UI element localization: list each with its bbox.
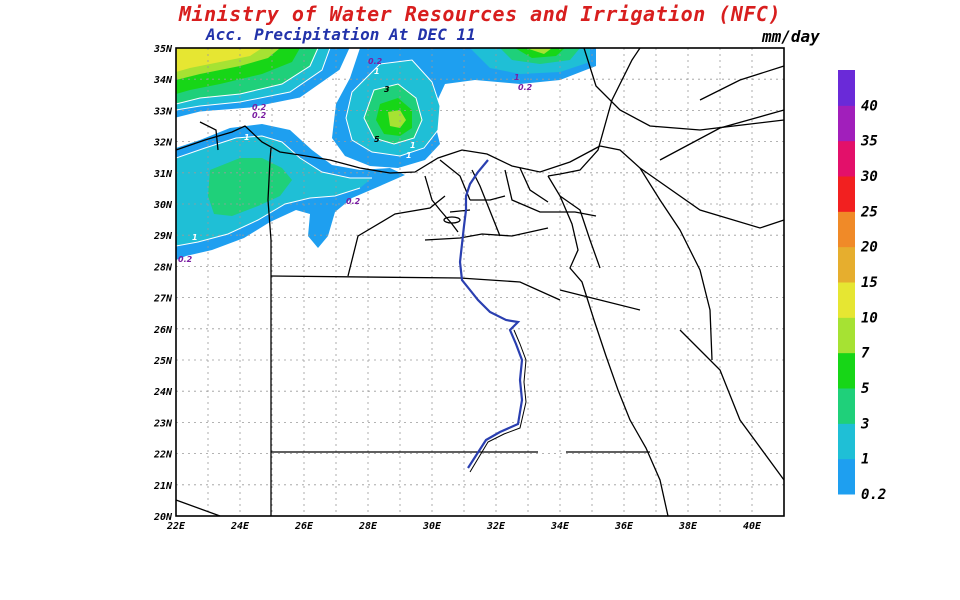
colorbar-label: 30 [860,169,878,185]
coastline [175,125,601,174]
longitude-tick-label: 28E [358,521,378,532]
longitude-tick-label: 40E [743,521,762,532]
colorbar-swatch [838,211,855,248]
latitude-tick-label: 35N [153,44,173,55]
latitude-tick-label: 30N [153,200,173,211]
colorbar-label: 0.2 [861,487,886,503]
contour-label: 1 [244,133,250,142]
contour-label: 3 [384,85,390,94]
colorbar-swatch [838,458,855,495]
colorbar-swatch [838,352,855,389]
latitude-tick-label: 27N [153,294,173,305]
colorbar-swatch [838,176,855,212]
latitude-tick-label: 26N [153,325,173,336]
precipitation-shading [176,48,596,260]
latitude-tick-label: 23N [153,418,173,429]
contour-label: 0.2 [518,83,533,92]
colorbar-label: 25 [860,204,878,220]
latitude-tick-label: 22N [153,450,173,461]
colorbar-label: 40 [861,98,878,114]
rain-area-5 [515,48,565,58]
nile-river [458,159,524,469]
longitude-tick-label: 36E [614,521,634,532]
contour-label: 0.2 [252,103,267,112]
contour-label: 0.2 [252,111,267,120]
rain-area-7 [526,48,552,54]
longitude-tick-label: 26E [294,521,314,532]
colorbar-label: 5 [861,381,869,397]
colorbar-swatch [838,282,855,318]
contour-label: 0.2 [250,117,265,126]
colorbar-label: 3 [860,416,869,432]
colorbar-swatch [838,105,855,142]
latitude-labels: 35N 34N 33N 32N 31N 30N 29N 28N 27N 26N 25N 24N 23N 2… [153,44,173,523]
units-label: mm/day [762,27,820,46]
contour-label: 1 [374,67,380,76]
rain-area-7 [388,110,406,128]
colorbar-swatch [838,70,855,106]
egypt-libya-border [267,147,272,516]
colorbar-swatch [838,140,855,177]
latitude-tick-label: 24N [153,387,173,398]
red-sea-coast [547,175,669,517]
contour-label: 0.2 [346,197,361,206]
contour-label: 5 [374,135,380,144]
latitude-tick-label: 33N [153,106,173,117]
contour-label: 1 [410,141,416,150]
colorbar-label: 15 [861,275,878,291]
latitude-tick-label: 28N [153,262,173,273]
contour-label: 1 [192,233,198,242]
longitude-tick-label: 30E [422,521,442,532]
gridlines [176,48,784,516]
latitude-tick-label: 29N [153,231,173,242]
latitude-tick-label: 32N [153,138,173,149]
colorbar-swatch [838,246,855,283]
longitude-tick-label: 34E [550,521,570,532]
latitude-tick-label: 25N [153,356,173,367]
longitude-tick-label: 32E [486,521,506,532]
contour-value-labels: 0.2 1 0.2 1 0.2 0.2 0.2 1 1 3 5 1 0.2 1 … [178,57,533,264]
longitude-tick-label: 24E [230,521,250,532]
latitude-tick-label: 21N [153,481,173,492]
map-subtitle: Acc. Precipitation At DEC 11 [206,25,476,44]
colorbar-label: 7 [861,346,870,362]
latitude-tick-label: 20N [153,512,173,523]
rain-area-3 [208,158,292,216]
contour-lines [176,48,441,247]
longitude-tick-label: 22E [166,521,186,532]
latitude-tick-label: 31N [153,169,173,180]
latitude-tick-label: 34N [153,75,173,86]
contour-label: 0.2 [178,255,193,264]
longitude-tick-label: 38E [678,521,698,532]
colorbar-label: 1 [861,452,869,468]
colorbar-swatch [838,423,855,460]
colorbar-swatch [838,388,855,424]
contour-label: 0.2 [368,57,383,66]
contour-label: 1 [406,151,412,160]
colorbar-swatch [838,317,855,354]
colorbar-label: 20 [860,240,878,256]
colorbar-label: 35 [860,134,878,150]
plot-frame [175,47,785,517]
map-title: Ministry of Water Resources and Irrigati… [179,2,781,26]
borders [175,47,785,517]
contour-label: 1 [514,73,520,82]
rain-area-10 [176,48,262,72]
colorbar-label: 10 [861,310,878,326]
longitude-labels: 22E 24E 26E 28E 30E 32E 34E 36E 38E 40E [166,521,762,532]
